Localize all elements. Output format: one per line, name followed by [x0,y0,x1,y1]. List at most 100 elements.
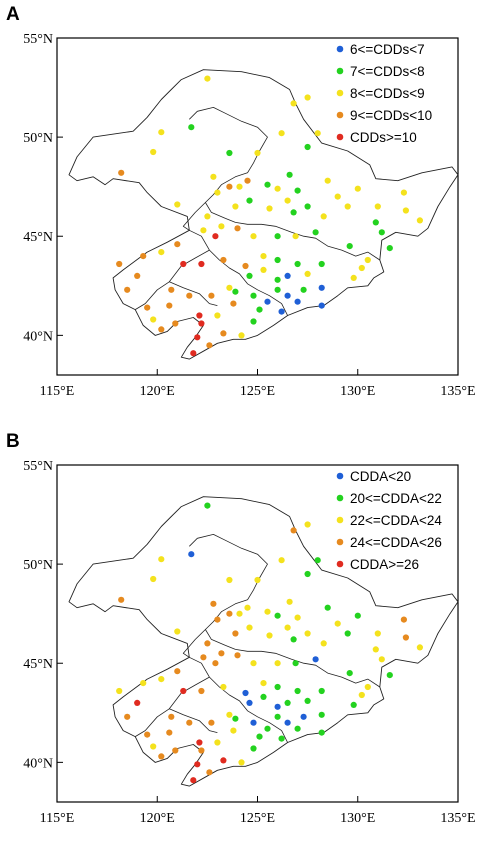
province-boundaries-b [68,496,459,787]
province-border-2 [182,202,288,316]
station-point [260,693,267,701]
station-point [274,185,281,192]
station-point [320,640,327,647]
station-point [236,183,243,190]
station-point [278,557,285,564]
station-point [118,169,125,176]
station-point [204,502,211,509]
panel-letter-a: A [6,4,20,25]
legend-marker [336,67,344,75]
x-axis-b: 115°E 120°E 125°E 130°E 135°E [40,796,476,826]
station-point [256,306,263,313]
map-frame-b [56,464,459,803]
station-point [364,683,371,691]
station-point [210,173,217,180]
station-point [238,759,245,766]
station-point [242,689,249,697]
station-point [198,320,205,327]
province-border-2 [182,629,288,743]
station-point [318,284,325,291]
station-point [274,612,281,619]
station-point [264,181,271,188]
station-point [174,241,181,248]
station-point [290,636,297,643]
station-point [286,598,293,605]
legend-label: CDDA>=26 [350,557,419,572]
station-point [232,715,239,722]
station-point [144,304,151,311]
station-point [174,668,181,675]
station-point [354,612,361,619]
station-point [304,521,311,528]
legend-marker [336,538,344,546]
station-point [284,624,291,631]
x-tick-label: 115°E [40,384,75,399]
station-point [116,260,123,268]
station-point [212,233,219,240]
legend-marker [336,111,344,119]
station-point [246,624,253,631]
station-point [374,203,381,210]
station-point [246,272,253,279]
y-tick-label: 55°N [23,32,53,47]
station-point [232,203,239,210]
station-point [188,551,195,558]
station-point [166,302,173,309]
station-point [300,286,307,293]
station-point [168,713,175,720]
station-point [300,713,307,720]
station-point [172,747,179,754]
station-point [266,205,273,212]
station-point [312,229,319,236]
legend-label: 24<=CDDA<26 [350,535,442,550]
station-point [304,697,311,705]
station-point [278,735,285,742]
province-border-1 [189,534,381,688]
station-point [186,292,193,299]
station-point [220,256,227,264]
province-boundaries-a [68,69,459,360]
station-point [226,610,233,617]
station-point [284,197,291,204]
station-point [204,213,211,220]
station-point [344,630,351,637]
station-point [198,687,205,695]
station-point [284,272,291,279]
station-point [314,557,321,564]
legend-marker [336,45,344,53]
station-point [180,687,187,695]
panel-b: B CDDA<20 20<=CDDA<22 22<=CDDA<24 24<=CDDA<… [6,431,476,826]
y-tick-label: 50°N [23,131,53,146]
station-point [274,233,281,240]
station-point [292,660,299,667]
station-point [264,608,271,615]
legend-label: CDDA<20 [350,469,411,484]
station-point [294,187,301,194]
legend-label: 7<=CDDs<8 [350,64,425,79]
y-tick-label: 40°N [23,329,53,344]
panel-a: A 6<=CDDs<7 7<=CDDs<8 8<=CDDs<9 9<=CDDs<10 C… [6,4,476,399]
station-point [174,628,181,635]
station-point [140,680,147,687]
station-point [264,725,271,732]
station-point [150,743,157,750]
station-point [358,691,365,699]
station-point [196,739,203,746]
station-point [304,203,311,210]
station-point [168,286,175,293]
legend-a: 6<=CDDs<7 7<=CDDs<8 8<=CDDs<9 9<=CDDs<10 CDD… [336,42,432,145]
station-point [242,262,249,270]
station-point [124,286,131,293]
station-point [250,745,257,752]
station-point [246,699,253,707]
station-point [284,719,291,726]
legend-label: 20<=CDDA<22 [350,491,442,506]
station-point [294,725,301,732]
station-point [236,610,243,617]
legend-label: 22<=CDDA<24 [350,513,442,528]
station-point [208,719,215,726]
station-point [374,630,381,637]
station-point [416,644,423,651]
region-outline [68,69,459,360]
station-point [220,330,227,337]
